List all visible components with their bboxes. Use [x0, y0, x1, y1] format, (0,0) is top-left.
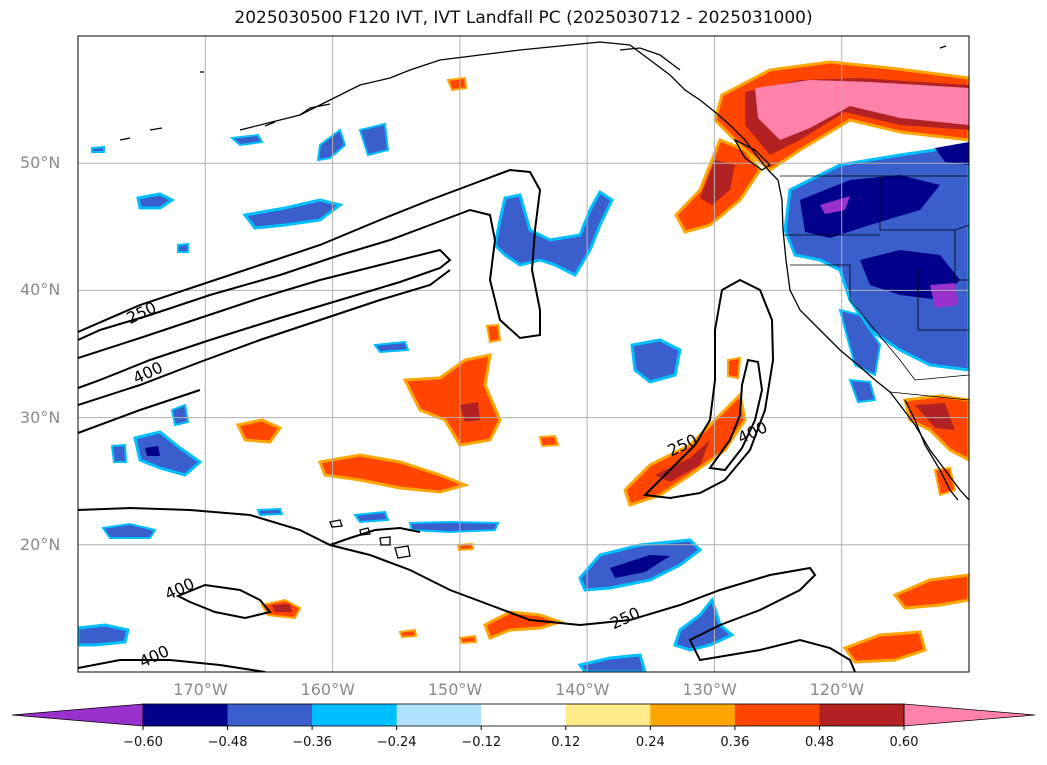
negative-anomaly-regions — [78, 122, 969, 672]
colorbar-segment — [143, 704, 229, 726]
contour-250-southeast — [642, 278, 775, 500]
colorbar-tick-label: 0.24 — [635, 735, 665, 750]
colorbar-tick-label: 0.12 — [551, 735, 581, 750]
contour-250-south — [78, 506, 856, 672]
map-gridlines — [78, 36, 969, 672]
colorbar-tick-label: −0.36 — [292, 735, 333, 750]
colorbar-border — [142, 703, 905, 727]
latitude-label: 30°N — [20, 407, 61, 427]
anomaly-region-orange-southeast — [623, 391, 747, 507]
longitude-label: 130°W — [682, 680, 737, 699]
colorbar-extend-high — [903, 703, 1036, 727]
map-border — [77, 35, 970, 673]
coastlines — [119, 41, 969, 559]
colorbar-tick-label: 0.36 — [720, 735, 750, 750]
colorbar-tick-label: 0.60 — [889, 735, 919, 750]
colorbar-segment — [565, 704, 651, 726]
longitude-label: 160°W — [300, 680, 355, 699]
anomaly-region-blue-midpacific — [493, 189, 614, 277]
longitude-label: 140°W — [555, 680, 610, 699]
map-title: 2025030500 F120 IVT, IVT Landfall PC (20… — [234, 8, 813, 28]
colorbar-tick-label: −0.48 — [207, 735, 248, 750]
latitude-label: 40°N — [20, 280, 61, 300]
anomaly-region-orange-midpacific — [402, 353, 502, 447]
colorbar-segment — [481, 704, 567, 726]
colorbar-segment — [312, 704, 398, 726]
contour-400-southeast — [708, 358, 764, 472]
colorbar-tick-label: −0.60 — [123, 735, 163, 750]
colorbar — [11, 703, 1036, 730]
colorbar-segment — [819, 704, 905, 726]
latitude-label: 50°N — [20, 153, 61, 173]
latitude-label: 20°N — [20, 534, 61, 554]
positive-anomaly-regions — [235, 60, 969, 664]
colorbar-segment — [650, 704, 736, 726]
colorbar-tick-label: −0.12 — [461, 735, 502, 750]
colorbar-segment — [396, 704, 482, 726]
contour-400-southwest — [175, 583, 272, 620]
contour-250-northwest — [78, 168, 542, 341]
ivt-contours — [78, 168, 856, 672]
longitude-label: 120°W — [809, 680, 865, 699]
colorbar-tick-label: −0.24 — [376, 735, 417, 750]
longitude-label: 170°W — [173, 680, 228, 699]
colorbar-extend-low — [11, 703, 144, 727]
colorbar-tick-label: 0.48 — [804, 735, 834, 750]
longitude-label: 150°W — [427, 680, 483, 699]
political-borders — [780, 175, 969, 401]
contour-400-northwest — [78, 248, 452, 389]
colorbar-segment — [227, 704, 313, 726]
colorbar-segment — [734, 704, 820, 726]
